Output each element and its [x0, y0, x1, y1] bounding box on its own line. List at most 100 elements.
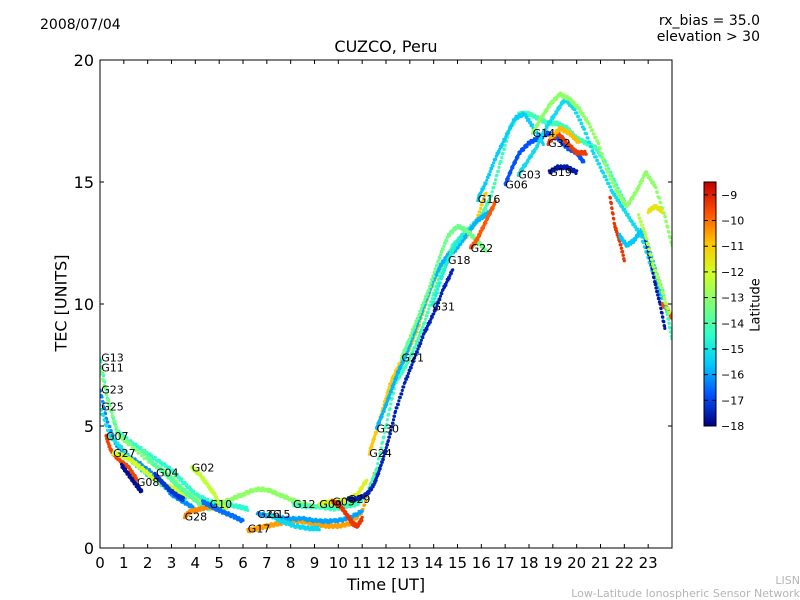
colorbar-tick-label: −9	[721, 189, 737, 202]
data-point	[387, 395, 391, 400]
data-point	[594, 155, 598, 159]
satellite-label: G07	[106, 430, 129, 443]
data-point	[386, 439, 390, 443]
data-point	[489, 167, 494, 171]
data-point	[244, 505, 248, 509]
data-point	[422, 301, 426, 305]
data-point	[613, 192, 617, 197]
data-point	[107, 400, 111, 404]
data-point	[428, 285, 432, 289]
data-point	[100, 360, 103, 364]
x-tick-label: 14	[424, 554, 443, 572]
data-point	[128, 456, 132, 460]
data-point	[129, 443, 133, 447]
data-point	[599, 165, 603, 169]
satellite-label: G22	[471, 242, 494, 255]
data-point	[576, 114, 581, 118]
data-point	[637, 213, 641, 217]
data-point	[113, 420, 117, 424]
data-point	[507, 131, 511, 135]
colorbar-tick-label: −11	[721, 240, 744, 253]
data-point	[404, 365, 408, 370]
data-point	[114, 425, 118, 429]
data-point	[106, 439, 110, 443]
data-point	[438, 253, 443, 257]
data-point	[116, 441, 120, 445]
data-point	[659, 306, 663, 311]
satellite-label: G21	[402, 352, 425, 365]
data-point	[206, 497, 210, 501]
data-point	[591, 128, 595, 132]
data-point	[460, 236, 464, 240]
data-point	[136, 444, 140, 448]
data-point	[621, 205, 625, 209]
x-tick-label: 16	[472, 554, 491, 572]
data-point	[661, 315, 665, 319]
data-point	[423, 321, 427, 325]
data-point	[100, 389, 103, 393]
x-tick-label: 9	[310, 554, 320, 572]
data-point	[376, 462, 380, 466]
data-point	[610, 177, 614, 181]
data-point	[100, 395, 104, 399]
data-point	[660, 311, 664, 315]
data-point	[622, 259, 626, 263]
colorbar-tick-label: −13	[721, 292, 744, 305]
data-point	[380, 414, 384, 419]
data-point	[626, 212, 630, 216]
satellite-label: G17	[248, 523, 271, 536]
data-point	[573, 148, 577, 152]
data-point	[408, 369, 412, 373]
data-point	[413, 346, 417, 350]
data-point	[636, 227, 640, 231]
data-point	[425, 292, 430, 296]
data-point	[388, 393, 392, 397]
data-point	[632, 222, 636, 226]
data-point	[396, 402, 400, 407]
data-point	[180, 477, 184, 481]
x-tick-label: 12	[376, 554, 395, 572]
data-point	[419, 331, 423, 335]
data-point	[394, 376, 398, 380]
receiver-settings: rx_bias = 35.0 elevation > 30	[657, 13, 760, 45]
data-point	[647, 248, 652, 252]
data-point	[108, 444, 112, 448]
data-point	[119, 444, 124, 449]
data-point	[494, 157, 498, 161]
data-point	[409, 366, 413, 370]
data-point	[246, 508, 250, 512]
data-point	[573, 107, 577, 112]
rx-bias-label: rx_bias = 35.0	[658, 13, 760, 29]
x-tick-label: 4	[191, 554, 201, 572]
data-point	[406, 375, 410, 379]
y-tick-label: 0	[84, 539, 94, 558]
satellite-label: G28	[185, 510, 208, 523]
data-point	[610, 206, 614, 211]
data-layer	[100, 91, 672, 534]
data-point	[582, 160, 586, 164]
data-point	[496, 169, 500, 173]
data-point	[167, 465, 172, 469]
data-point	[130, 469, 134, 473]
data-point	[387, 412, 391, 416]
data-point	[202, 496, 207, 500]
data-point	[500, 156, 504, 160]
data-point	[657, 296, 661, 300]
data-point	[492, 161, 496, 165]
data-point	[139, 445, 143, 450]
data-point	[142, 449, 146, 453]
data-point	[419, 341, 423, 346]
data-point	[374, 478, 378, 482]
data-point	[648, 175, 652, 179]
data-point	[365, 478, 369, 482]
data-point	[360, 515, 364, 519]
data-point	[426, 310, 430, 314]
data-point	[497, 165, 501, 169]
data-point	[621, 253, 625, 257]
data-point	[107, 404, 112, 408]
colorbar-tick-label: −16	[721, 369, 744, 382]
data-point	[134, 442, 138, 446]
data-point	[651, 180, 655, 184]
data-point	[594, 145, 598, 149]
data-point	[663, 215, 668, 219]
